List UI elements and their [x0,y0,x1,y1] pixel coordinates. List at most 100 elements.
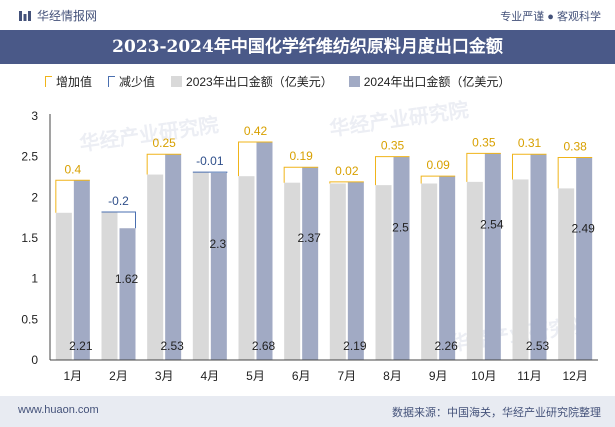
increase-label: 0.35 [381,139,405,153]
increase-bracket [420,175,456,184]
legend-item-2024: 2024年出口金额（亿美元） [348,73,511,90]
x-tick-label: 7月 [337,369,356,383]
value-label-2024: 2.53 [526,339,550,353]
brand-logo-icon [19,10,31,21]
bar-2024 [119,228,136,360]
decrease-label: -0.01 [196,154,224,168]
x-tick-label: 12月 [562,369,587,383]
legend-label-increase: 增加值 [56,75,93,89]
increase-label: 0.31 [518,136,542,150]
tagline: 专业严谨 ● 客观科学 [500,11,601,23]
title-bar: 2023-2024年中国化学纤维纺织原料月度出口金额 [0,30,615,64]
value-label-2024: 2.54 [480,217,504,231]
bar-2024 [576,157,593,360]
bar-2023 [238,176,255,360]
y-tick-label: 0 [31,353,38,367]
legend-swatch-2024 [348,76,360,87]
bar-2023 [512,179,529,360]
watermark-text: 华经产业研究院 [78,112,220,155]
website: www.huaon.com [18,404,99,416]
bar-2023 [147,174,164,360]
bar-2024 [256,142,273,360]
brand-name: 华经情报网 [37,9,98,23]
value-label-2024: 2.49 [571,221,595,235]
x-tick-label: 11月 [517,369,541,383]
decrease-marker-icon [108,76,116,87]
increase-bracket [512,153,547,180]
bar-2023 [466,181,483,360]
value-label-2024: 2.3 [209,237,226,251]
value-label-2024: 1.62 [115,272,139,286]
increase-label: 0.02 [335,164,359,178]
chart-title: 2023-2024年中国化学纤维纺织原料月度出口金额 [112,37,503,57]
y-tick-label: 2 [31,190,38,204]
value-label-2024: 2.53 [160,339,184,353]
legend-label-2023: 2023年出口金额（亿美元） [186,75,333,89]
y-tick-label: 0.5 [21,312,38,326]
legend-swatch-2023 [171,76,183,87]
decrease-bracket [192,171,228,173]
value-label-2024: 2.26 [434,339,458,353]
x-tick-label: 10月 [471,369,496,383]
increase-bracket [238,141,273,177]
increase-bracket [146,153,182,175]
brand: 华经情报网 [18,7,97,24]
y-tick-label: 2.5 [21,150,38,164]
increase-label: 0.4 [64,162,81,176]
y-tick-label: 3 [31,109,38,123]
increase-bracket [329,181,364,184]
x-tick-label: 8月 [383,369,402,383]
value-label-2024: 2.68 [252,339,276,353]
bar-2023 [284,182,301,360]
x-tick-label: 9月 [429,369,448,383]
bar-2024 [484,153,501,360]
bar-2024 [393,156,410,360]
value-label-2024: 2.37 [297,231,321,245]
increase-bracket [55,179,90,213]
bar-2023 [375,185,392,360]
increase-label: 0.25 [152,136,176,150]
data-source: 数据来源：中国海关，华经产业研究院整理 [392,407,601,419]
legend-item-2023: 2023年出口金额（亿美元） [171,73,333,90]
bar-2023 [421,183,438,360]
bar-2023 [101,211,118,360]
y-tick-label: 1.5 [21,231,38,245]
increase-bracket [375,156,410,186]
bar-2024 [347,181,364,360]
value-label-2024: 2.21 [69,339,93,353]
legend: 增加值 减少值 2023年出口金额（亿美元） 2024年出口金额（亿美元） [45,73,510,90]
chart-plot: 华经产业研究院华经产业研究院华经产业研究院00.511.522.530.42.2… [21,97,598,383]
legend-item-increase: 增加值 [45,73,92,90]
increase-marker-icon [45,76,52,87]
bar-2024 [439,176,456,360]
increase-bracket [557,156,593,189]
increase-bracket [283,166,319,183]
bar-2023 [558,188,575,360]
top-bar: 华经情报网 专业严谨 ● 客观科学 [0,0,615,30]
x-tick-label: 6月 [292,369,311,383]
increase-label: 0.09 [426,158,450,172]
increase-label: 0.19 [289,149,313,163]
watermark-text: 华经产业研究院 [328,97,470,140]
bar-2024 [73,180,90,360]
y-tick-label: 1 [31,272,38,286]
increase-label: 0.38 [563,139,587,153]
decrease-label: -0.2 [108,194,129,208]
value-label-2024: 2.19 [343,339,367,353]
increase-label: 0.35 [472,135,496,149]
bar-2024 [530,154,547,360]
bar-2024 [165,154,182,360]
x-tick-label: 5月 [246,369,265,383]
footer: www.huaon.com 数据来源：中国海关，华经产业研究院整理 [0,396,615,427]
bar-2023 [55,212,72,360]
legend-label-2024: 2024年出口金额（亿美元） [363,75,511,89]
x-tick-label: 3月 [155,369,174,383]
bar-2024 [210,172,227,360]
decrease-bracket [101,211,136,229]
x-tick-label: 2月 [109,369,128,383]
x-tick-label: 1月 [63,369,82,383]
value-label-2024: 2.5 [392,221,409,235]
legend-label-decrease: 减少值 [119,75,156,89]
bar-2023 [192,172,209,360]
x-tick-label: 4月 [200,369,219,383]
